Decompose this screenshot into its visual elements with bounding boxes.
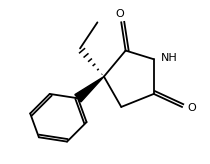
Polygon shape [75,77,104,102]
Text: NH: NH [161,53,178,63]
Text: O: O [116,9,125,19]
Text: O: O [187,103,196,113]
